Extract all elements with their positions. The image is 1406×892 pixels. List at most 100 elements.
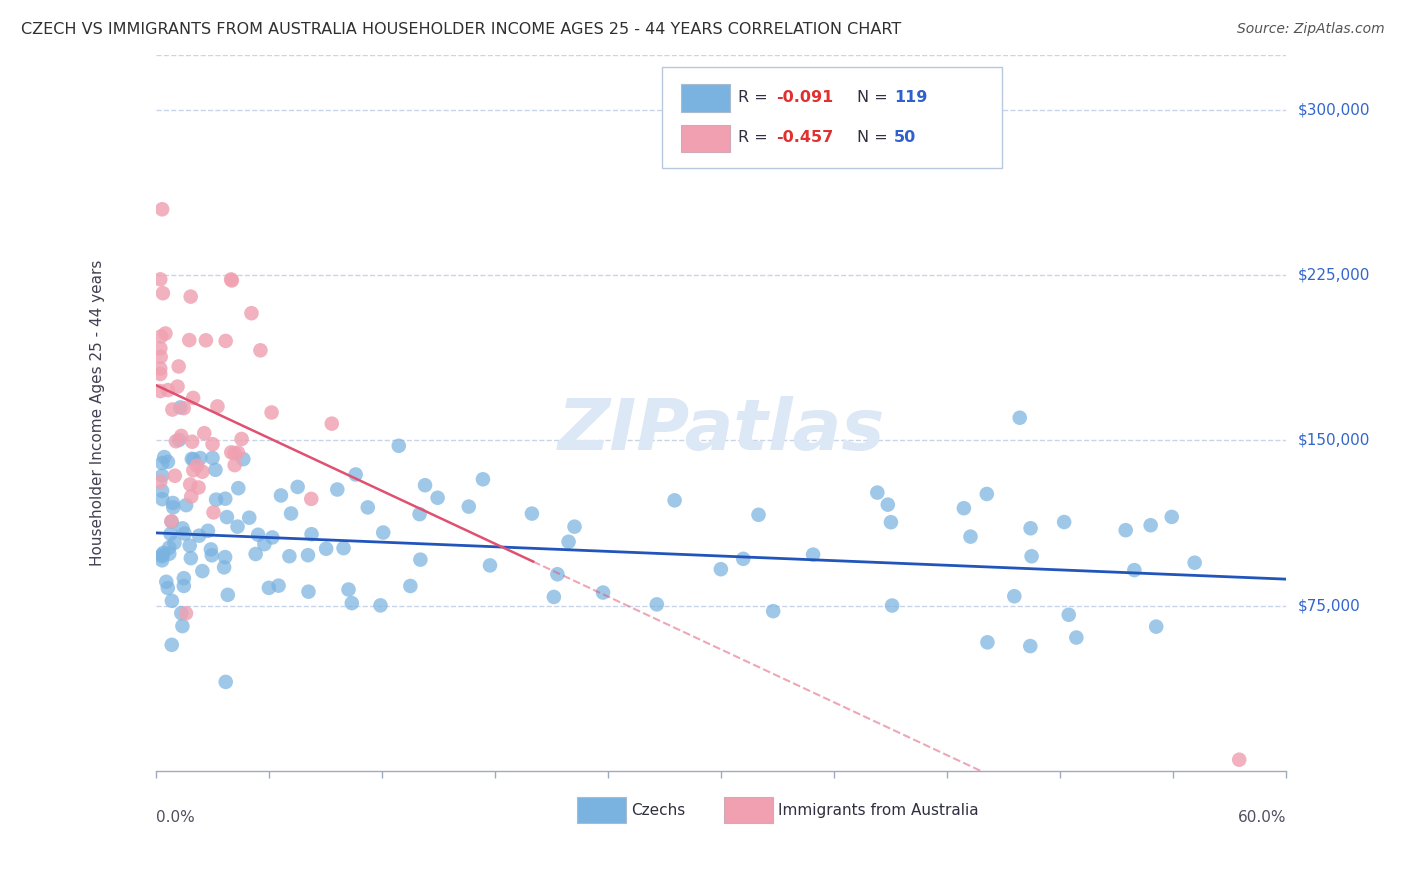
Point bbox=[232, 452, 254, 467]
Point bbox=[150, 329, 173, 343]
Point bbox=[201, 549, 224, 563]
Text: Householder Income Ages 25 - 44 years: Householder Income Ages 25 - 44 years bbox=[90, 260, 105, 566]
Point bbox=[880, 599, 903, 613]
Point bbox=[215, 334, 238, 348]
Point bbox=[214, 550, 236, 565]
Point bbox=[179, 539, 201, 553]
Text: ZIPatlas: ZIPatlas bbox=[558, 396, 886, 466]
Point bbox=[326, 483, 349, 497]
Point bbox=[408, 507, 430, 521]
Point bbox=[226, 519, 249, 533]
Point bbox=[188, 529, 211, 543]
Text: 119: 119 bbox=[894, 90, 928, 105]
FancyBboxPatch shape bbox=[724, 797, 773, 823]
Text: 0.0%: 0.0% bbox=[156, 810, 195, 825]
Point bbox=[150, 548, 173, 562]
Point bbox=[172, 619, 194, 633]
Point bbox=[226, 445, 249, 459]
Point bbox=[953, 501, 976, 516]
Point bbox=[219, 445, 242, 459]
Point bbox=[221, 273, 243, 287]
Point bbox=[297, 584, 319, 599]
Point bbox=[645, 598, 668, 612]
Point bbox=[557, 534, 579, 549]
Point bbox=[370, 599, 392, 613]
Point bbox=[297, 548, 319, 562]
Point bbox=[149, 367, 172, 381]
Point bbox=[564, 519, 586, 533]
Point bbox=[194, 334, 217, 348]
Point bbox=[1066, 631, 1088, 645]
Point bbox=[710, 562, 733, 576]
Text: $150,000: $150,000 bbox=[1298, 433, 1369, 448]
Text: -0.457: -0.457 bbox=[776, 130, 832, 145]
Point bbox=[159, 527, 181, 541]
Point bbox=[160, 594, 183, 608]
Point bbox=[162, 496, 184, 510]
Point bbox=[257, 581, 280, 595]
Point bbox=[278, 549, 301, 564]
Point bbox=[207, 400, 229, 414]
Point bbox=[299, 491, 322, 506]
Point bbox=[149, 342, 172, 356]
FancyBboxPatch shape bbox=[681, 125, 731, 153]
Text: N =: N = bbox=[858, 130, 893, 145]
Point bbox=[224, 446, 246, 460]
Point bbox=[1123, 563, 1146, 577]
Point bbox=[180, 490, 202, 504]
Point bbox=[205, 492, 228, 507]
Point bbox=[976, 635, 998, 649]
Point bbox=[880, 515, 903, 529]
Point bbox=[1008, 410, 1031, 425]
Text: Immigrants from Australia: Immigrants from Australia bbox=[778, 803, 979, 818]
Point bbox=[224, 458, 246, 472]
Point bbox=[197, 524, 219, 538]
Point bbox=[592, 585, 614, 599]
Text: 50: 50 bbox=[894, 130, 917, 145]
Point bbox=[270, 488, 292, 502]
Point bbox=[166, 379, 188, 393]
Point bbox=[179, 477, 201, 491]
Point bbox=[173, 401, 195, 416]
Point bbox=[183, 452, 205, 467]
Point bbox=[172, 521, 194, 535]
Point bbox=[340, 596, 363, 610]
Point bbox=[204, 463, 226, 477]
Point bbox=[201, 437, 224, 451]
Point bbox=[238, 510, 260, 524]
Point bbox=[344, 467, 367, 482]
Point bbox=[173, 571, 195, 585]
Point bbox=[188, 451, 211, 466]
Point bbox=[1019, 639, 1042, 653]
Point bbox=[520, 507, 543, 521]
Point bbox=[373, 525, 395, 540]
Point bbox=[267, 579, 290, 593]
Point bbox=[167, 359, 190, 374]
Text: CZECH VS IMMIGRANTS FROM AUSTRALIA HOUSEHOLDER INCOME AGES 25 - 44 YEARS CORRELA: CZECH VS IMMIGRANTS FROM AUSTRALIA HOUSE… bbox=[21, 22, 901, 37]
Point bbox=[162, 402, 184, 417]
Point bbox=[280, 507, 302, 521]
Point bbox=[959, 530, 981, 544]
Point bbox=[165, 434, 187, 449]
Point bbox=[301, 527, 323, 541]
Point bbox=[150, 549, 173, 564]
Point bbox=[156, 581, 179, 595]
Point bbox=[186, 458, 208, 473]
Point bbox=[332, 541, 354, 555]
FancyBboxPatch shape bbox=[661, 67, 1001, 169]
Point bbox=[1019, 521, 1042, 535]
Point bbox=[1139, 518, 1161, 533]
Point bbox=[260, 405, 283, 419]
Text: R =: R = bbox=[738, 90, 773, 105]
Point bbox=[543, 590, 565, 604]
Point bbox=[664, 493, 686, 508]
Point bbox=[212, 560, 235, 574]
Point bbox=[173, 526, 195, 541]
Point bbox=[149, 384, 172, 398]
Point bbox=[214, 491, 236, 506]
Point bbox=[426, 491, 449, 505]
Point bbox=[262, 531, 284, 545]
Point bbox=[217, 588, 239, 602]
Point bbox=[174, 607, 197, 621]
Point bbox=[245, 547, 267, 561]
